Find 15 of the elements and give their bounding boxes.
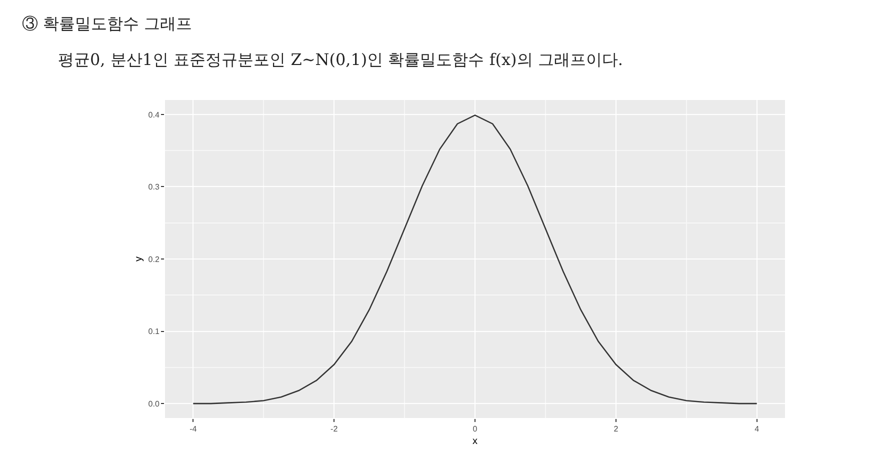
x-tick-label: 4: [754, 424, 760, 434]
x-tick-label: 0: [472, 424, 478, 434]
y-tick-label: 0.2: [148, 254, 160, 264]
x-tick-label: -2: [330, 424, 338, 434]
x-tick-label: -4: [190, 424, 198, 434]
x-tick-label: 2: [614, 424, 619, 434]
chart-subtitle: 평균0, 분산1인 표준정규분포인 Z~N(0,1)인 확률밀도함수 f(x)의 그래프이다.: [58, 50, 623, 71]
x-axis-title: x: [472, 436, 478, 448]
y-axis-title: y: [133, 256, 144, 262]
y-tick-label: 0.3: [148, 182, 160, 192]
line-series: [192, 114, 758, 404]
y-tick-label: 0.4: [148, 110, 160, 120]
y-tick-label: 0.0: [148, 399, 160, 408]
chart-title: ③ 확률밀도함수 그래프: [22, 14, 192, 35]
y-tick-label: 0.1: [148, 327, 160, 336]
